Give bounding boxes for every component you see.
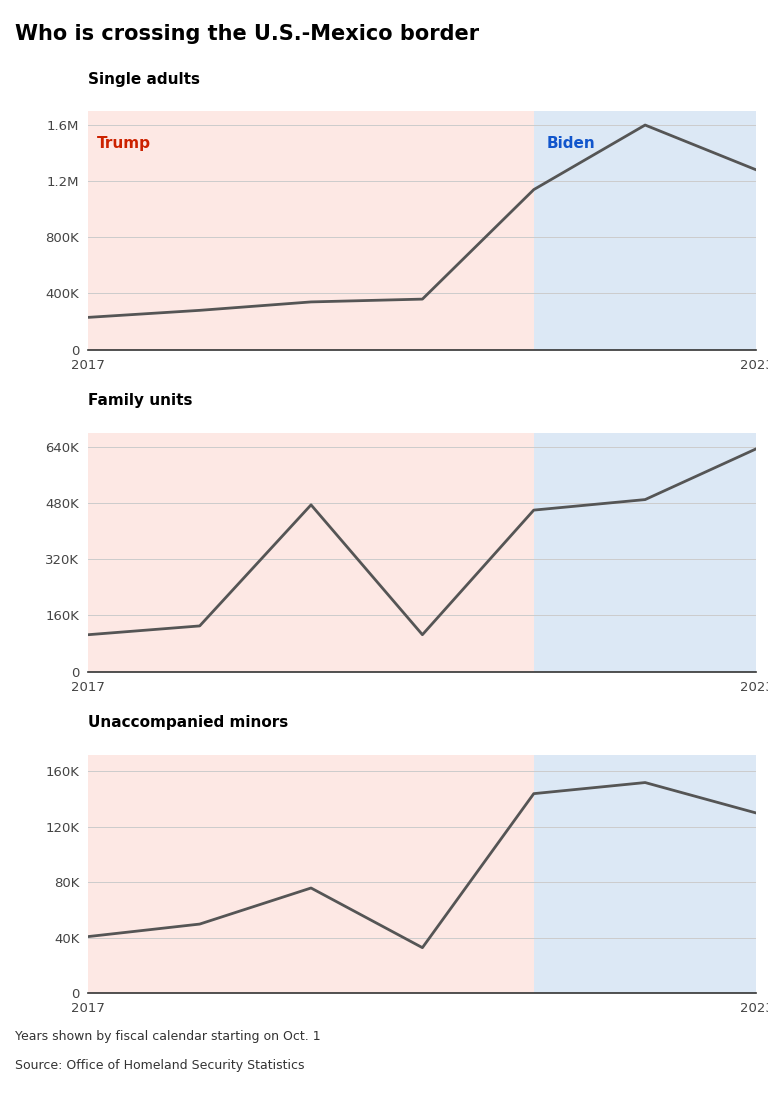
Bar — [534, 111, 756, 350]
Text: Source: Office of Homeland Security Statistics: Source: Office of Homeland Security Stat… — [15, 1059, 305, 1072]
Bar — [534, 755, 756, 993]
Bar — [88, 433, 534, 672]
Bar — [534, 433, 756, 672]
Bar — [88, 755, 534, 993]
Text: Years shown by fiscal calendar starting on Oct. 1: Years shown by fiscal calendar starting … — [15, 1030, 321, 1043]
Text: Family units: Family units — [88, 393, 193, 408]
Text: Biden: Biden — [547, 137, 596, 151]
Bar — [88, 111, 534, 350]
Text: Unaccompanied minors: Unaccompanied minors — [88, 715, 289, 730]
Text: Who is crossing the U.S.-Mexico border: Who is crossing the U.S.-Mexico border — [15, 24, 479, 44]
Text: Trump: Trump — [98, 137, 151, 151]
Text: Single adults: Single adults — [88, 71, 200, 87]
